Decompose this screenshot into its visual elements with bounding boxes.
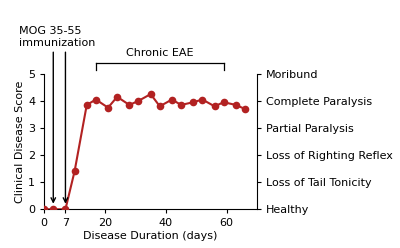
Y-axis label: Clinical Disease Score: Clinical Disease Score: [15, 80, 25, 203]
Text: Chronic EAE: Chronic EAE: [126, 48, 194, 58]
X-axis label: Disease Duration (days): Disease Duration (days): [84, 231, 218, 241]
Text: MOG 35-55
immunization: MOG 35-55 immunization: [18, 26, 95, 48]
